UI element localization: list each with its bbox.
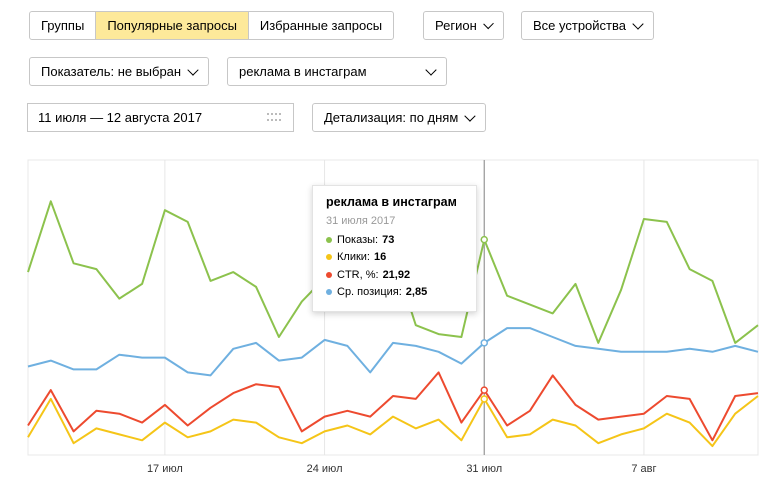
region-label: Регион xyxy=(435,18,477,33)
metric-label: Показатель: не выбран xyxy=(41,64,182,79)
red-dot-icon xyxy=(326,271,332,278)
series-line-1 xyxy=(27,327,759,377)
series-line-2 xyxy=(27,371,759,442)
yellow-dot-icon xyxy=(326,254,332,261)
series-marker-2 xyxy=(480,386,488,394)
x-tick-label: 7 авг xyxy=(631,463,656,475)
devices-label: Все устройства xyxy=(533,18,626,33)
date-range-input[interactable]: 11 июля — 12 августа 2017 xyxy=(27,103,294,132)
tooltip-row-position: Ср. позиция: 2,85 xyxy=(326,284,463,302)
devices-dropdown[interactable]: Все устройства xyxy=(521,11,654,40)
series-marker-3 xyxy=(480,395,488,403)
tab-popular-queries[interactable]: Популярные запросы xyxy=(95,12,248,39)
series-marker-1 xyxy=(480,339,488,347)
x-tick-label: 24 июл xyxy=(307,463,343,475)
calendar-icon[interactable] xyxy=(267,112,283,123)
green-dot-icon xyxy=(326,236,332,243)
blue-dot-icon xyxy=(326,289,332,296)
query-value: реклама в инстаграм xyxy=(239,64,367,79)
detail-label: Детализация: по дням xyxy=(324,110,459,125)
tooltip-row-clicks: Клики: 16 xyxy=(326,249,463,267)
plot-frame xyxy=(27,159,759,456)
tooltip-row-ctr: CTR, %: 21,92 xyxy=(326,266,463,284)
x-tick-label: 31 июл xyxy=(466,463,502,475)
tab-favorite-queries[interactable]: Избранные запросы xyxy=(247,12,393,39)
view-tabs: Группы Популярные запросы Избранные запр… xyxy=(29,11,395,40)
chart-tooltip: реклама в инстаграм 31 июля 2017 Показы:… xyxy=(312,185,477,312)
tab-groups[interactable]: Группы xyxy=(41,18,85,33)
tooltip-row-impressions: Показы: 73 xyxy=(326,231,463,249)
series-line-3 xyxy=(27,395,759,448)
query-dropdown[interactable]: реклама в инстаграм xyxy=(227,57,447,86)
x-tick-label: 17 июл xyxy=(147,463,183,475)
region-dropdown[interactable]: Регион xyxy=(423,11,504,40)
metric-dropdown[interactable]: Показатель: не выбран xyxy=(29,57,209,86)
date-range-value: 11 июля — 12 августа 2017 xyxy=(38,110,203,125)
series-marker-0 xyxy=(480,235,488,244)
detail-dropdown[interactable]: Детализация: по дням xyxy=(312,103,486,132)
tooltip-date: 31 июля 2017 xyxy=(326,215,396,227)
tooltip-title: реклама в инстаграм xyxy=(326,195,457,209)
